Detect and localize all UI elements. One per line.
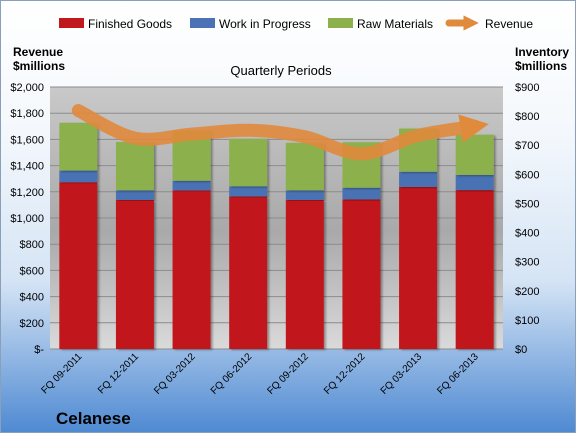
bar-work-in-progress <box>115 190 154 200</box>
right-tick-label: $700 <box>515 140 539 152</box>
legend: Finished Goods Work in Progress Raw Mate… <box>59 15 533 31</box>
left-tick-label: $600 <box>20 265 44 277</box>
right-axis-ticks: $0 $100 $200 $300 $400 $500 $600 $700 $800 $900 <box>515 82 539 356</box>
left-tick-label: $1,200 <box>10 187 44 199</box>
left-tick-label: $1,000 <box>10 213 44 225</box>
bar-raw-materials <box>455 134 494 175</box>
left-tick-label: $1,600 <box>10 134 44 146</box>
bars <box>59 122 494 349</box>
left-tick-label: $800 <box>20 239 44 251</box>
left-tick-label: $2,000 <box>10 82 44 94</box>
bar-raw-materials <box>115 142 154 191</box>
bar-finished-goods <box>342 199 381 349</box>
bar-raw-materials <box>59 122 98 171</box>
bar-finished-goods <box>399 186 438 349</box>
x-tick-label: FQ 12-2011 <box>96 351 141 396</box>
bar-raw-materials <box>285 142 324 191</box>
x-tick-label: FQ 03-2012 <box>152 351 198 397</box>
bar-work-in-progress <box>342 187 381 200</box>
chart-title: Quarterly Periods <box>230 63 332 78</box>
bar-work-in-progress <box>172 180 211 191</box>
legend-swatch-raw-materials <box>328 18 353 28</box>
right-tick-label: $600 <box>515 169 539 181</box>
bar-finished-goods <box>455 190 494 349</box>
right-tick-label: $0 <box>515 344 527 356</box>
x-tick-label: FQ 09-2012 <box>265 351 311 397</box>
revenue-line <box>71 104 489 161</box>
legend-swatch-finished-goods <box>59 18 84 28</box>
bar-work-in-progress <box>455 174 494 191</box>
bar-work-in-progress <box>229 186 268 197</box>
legend-label-revenue: Revenue <box>485 17 533 31</box>
right-tick-label: $300 <box>515 257 539 269</box>
bar-finished-goods <box>285 199 324 349</box>
right-axis-label-line2: $millions <box>515 59 567 73</box>
bar-finished-goods <box>229 196 268 349</box>
legend-label-raw-materials: Raw Materials <box>357 17 433 31</box>
left-tick-label: $1,400 <box>10 161 44 173</box>
bar-finished-goods <box>59 182 98 349</box>
right-tick-label: $200 <box>515 286 539 298</box>
revenue-line-group <box>71 104 489 161</box>
legend-label-work-in-progress: Work in Progress <box>219 17 311 31</box>
right-tick-label: $900 <box>515 82 539 94</box>
legend-label-finished-goods: Finished Goods <box>88 17 172 31</box>
bar-work-in-progress <box>285 190 324 200</box>
x-tick-label: FQ 09-2011 <box>39 351 84 396</box>
bar-work-in-progress <box>59 170 98 183</box>
bar-finished-goods <box>115 199 154 349</box>
right-tick-label: $800 <box>515 111 539 123</box>
x-tick-label: FQ 06-2013 <box>435 351 481 397</box>
left-tick-label: $400 <box>20 292 44 304</box>
left-tick-label: $- <box>34 344 44 356</box>
left-axis-label-line2: $millions <box>13 59 65 73</box>
x-tick-label: FQ 03-2013 <box>379 351 425 397</box>
legend-swatch-work-in-progress <box>190 18 215 28</box>
left-axis-label-line1: Revenue <box>13 45 63 59</box>
right-axis-label-line1: Inventory <box>515 45 569 59</box>
company-name: Celanese <box>56 409 131 428</box>
bar-work-in-progress <box>399 171 438 187</box>
x-axis-ticks: FQ 09-2011 FQ 12-2011 FQ 03-2012 FQ 06-2012… <box>39 351 481 397</box>
right-tick-label: $100 <box>515 315 539 327</box>
left-tick-label: $1,800 <box>10 108 44 120</box>
bar-finished-goods <box>172 190 211 349</box>
left-axis-ticks: $- $200 $400 $600 $800 $1,000 $1,200 $1,400 $1,6… <box>10 82 44 356</box>
x-tick-label: FQ 12-2012 <box>322 351 368 397</box>
left-tick-label: $200 <box>20 318 44 330</box>
x-tick-label: FQ 06-2012 <box>209 351 255 397</box>
bar-raw-materials <box>229 138 268 187</box>
right-tick-label: $400 <box>515 228 539 240</box>
right-tick-label: $500 <box>515 198 539 210</box>
